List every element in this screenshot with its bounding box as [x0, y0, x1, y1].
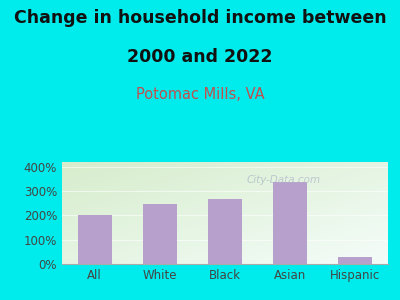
Text: Potomac Mills, VA: Potomac Mills, VA — [136, 87, 264, 102]
Text: City-Data.com: City-Data.com — [247, 176, 321, 185]
Bar — [78, 215, 112, 264]
Text: Change in household income between: Change in household income between — [14, 9, 386, 27]
Bar — [273, 182, 307, 264]
Bar — [338, 257, 372, 264]
Text: 2000 and 2022: 2000 and 2022 — [127, 48, 273, 66]
Bar — [143, 204, 177, 264]
Bar — [208, 199, 242, 264]
